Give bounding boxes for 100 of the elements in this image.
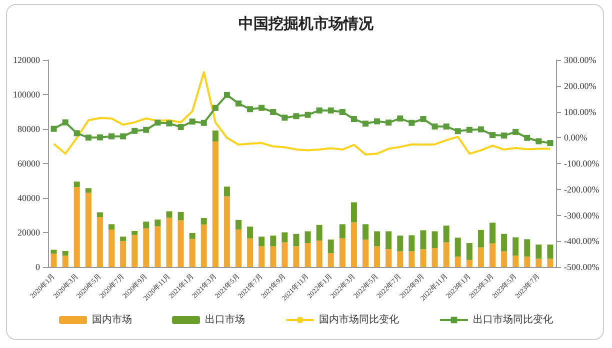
- bar: [397, 236, 404, 252]
- bar: [478, 247, 484, 267]
- bar: [212, 141, 218, 267]
- bar: [62, 256, 68, 267]
- y2-tick-label: 0.00%: [564, 132, 588, 143]
- y-tick-label: 80000: [18, 124, 40, 134]
- y-tick-label: 20000: [18, 228, 40, 238]
- bar: [328, 253, 334, 267]
- point: [293, 113, 300, 120]
- bar: [154, 226, 161, 267]
- bar: [432, 231, 438, 248]
- legend-label: 出口市场同比变化: [473, 314, 553, 326]
- bar: [85, 192, 92, 267]
- bar: [200, 224, 207, 267]
- bar: [536, 258, 542, 267]
- point: [443, 124, 450, 130]
- bar: [501, 251, 508, 267]
- line-series: [52, 71, 552, 156]
- bar: [339, 224, 346, 238]
- point: [512, 128, 519, 135]
- point: [490, 132, 496, 138]
- bar: [420, 230, 426, 250]
- bar: [490, 243, 496, 267]
- bar: [120, 240, 126, 267]
- bar: [166, 211, 172, 218]
- bar: [200, 218, 207, 225]
- point: [339, 109, 346, 116]
- bar: [293, 246, 300, 267]
- point: [224, 92, 230, 98]
- point: [212, 104, 218, 111]
- y2-tick-label: 100.00%: [564, 106, 597, 117]
- legend-label: 出口市场: [205, 314, 245, 326]
- point: [166, 120, 172, 126]
- bar: [386, 249, 392, 267]
- point: [524, 134, 530, 141]
- bar: [224, 186, 230, 196]
- y2-tick-label: -100.00%: [564, 158, 600, 168]
- bar: [85, 188, 92, 193]
- bar: [443, 242, 450, 267]
- bar: [524, 256, 530, 267]
- point: [466, 126, 472, 133]
- bar: [454, 256, 461, 267]
- bar: [304, 243, 311, 267]
- bar: [478, 230, 484, 248]
- bar: [466, 243, 472, 260]
- point: [247, 106, 254, 112]
- bar: [258, 246, 265, 267]
- bar: [189, 238, 196, 267]
- bar: [282, 242, 288, 267]
- bar: [224, 196, 230, 267]
- y2-tick-label: -500.00%: [564, 262, 600, 272]
- point: [108, 133, 114, 140]
- bar: [397, 251, 404, 267]
- bar: [96, 216, 103, 267]
- bar: [143, 228, 150, 267]
- bar: [362, 224, 368, 240]
- bar: [189, 233, 196, 239]
- point: [547, 140, 554, 146]
- bar: [374, 231, 380, 246]
- point: [85, 134, 92, 141]
- point: [362, 120, 368, 127]
- y2-tick-label: -300.00%: [564, 210, 600, 220]
- point: [143, 126, 150, 133]
- bar: [547, 244, 554, 259]
- bar: [408, 251, 415, 267]
- point: [189, 118, 196, 125]
- point: [328, 107, 334, 114]
- bar: [50, 254, 57, 267]
- bar: [120, 236, 126, 241]
- bar: [236, 220, 242, 230]
- point: [178, 124, 184, 130]
- bar: [420, 249, 426, 267]
- bar: [490, 222, 496, 244]
- bar: [350, 202, 357, 222]
- point: [536, 138, 542, 144]
- point: [258, 104, 265, 111]
- y-tick-label: 40000: [18, 193, 40, 203]
- bar: [108, 230, 114, 267]
- point: [200, 120, 207, 126]
- y2-tick-label: 200.00%: [564, 80, 597, 91]
- bar: [96, 212, 103, 217]
- bar: [236, 230, 242, 267]
- bar: [178, 212, 184, 220]
- bar: [258, 236, 265, 246]
- bar: [408, 235, 415, 252]
- bar: [328, 240, 334, 254]
- point: [74, 130, 80, 136]
- point: [96, 134, 103, 140]
- y2-tick-label: -400.00%: [564, 236, 600, 246]
- bar: [247, 238, 254, 267]
- bar: [466, 260, 472, 267]
- bar: [74, 186, 80, 267]
- y-tick-label: 120000: [13, 55, 40, 65]
- y2-tick-label: 300.00%: [564, 55, 597, 65]
- legend-label: 国内市场: [92, 314, 132, 326]
- bar: [132, 234, 138, 267]
- bar: [316, 224, 322, 241]
- bar: [212, 130, 218, 142]
- bar: [454, 238, 461, 257]
- point: [397, 115, 404, 122]
